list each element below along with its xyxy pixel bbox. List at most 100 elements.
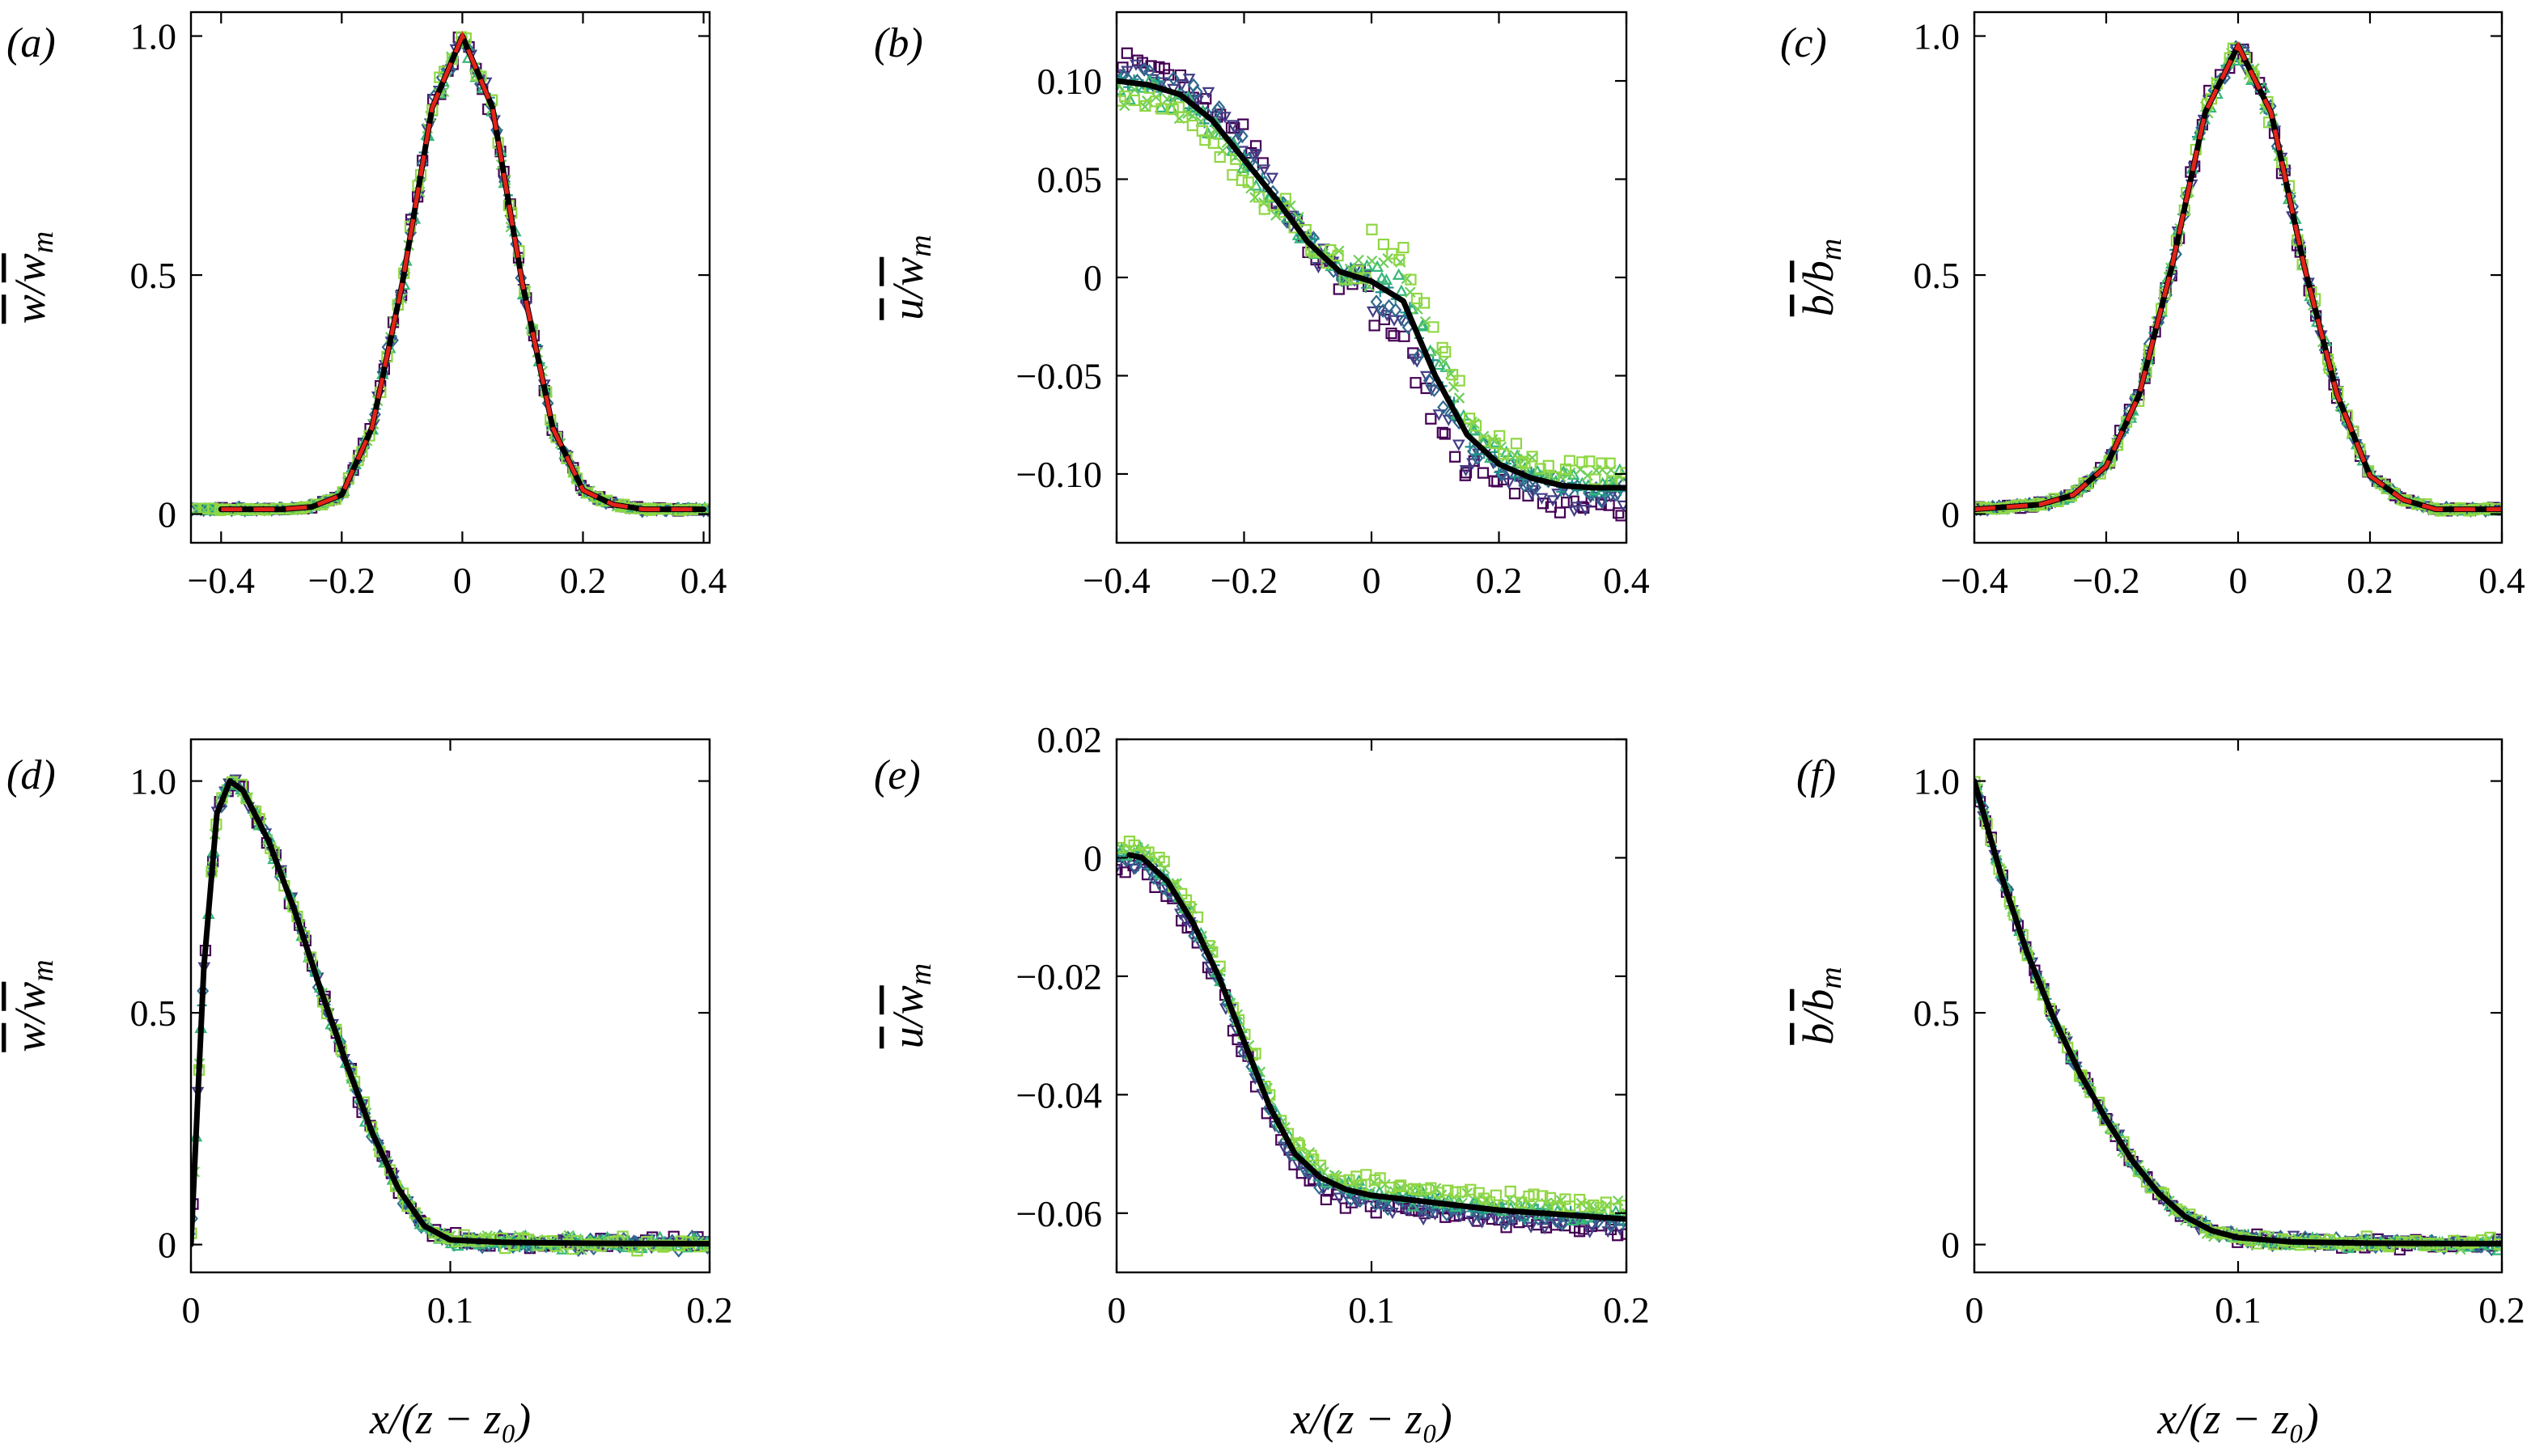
scatter-point-series-7 xyxy=(2305,286,2317,298)
ylabel-denominator: w xyxy=(884,985,932,1014)
scatter-point-series-7 xyxy=(268,846,280,858)
scatter-point-series-7 xyxy=(365,1121,378,1133)
scatter-point-series-5 xyxy=(1380,273,1393,286)
scatter-point-series-7 xyxy=(1528,1188,1540,1200)
scatter-point-series-5 xyxy=(1609,1204,1622,1217)
scatter-point-series-1 xyxy=(1459,469,1471,481)
scatter-point-series-7 xyxy=(1489,437,1501,450)
x-tick-label: −0.2 xyxy=(308,560,375,601)
scatter-point-series-7 xyxy=(304,951,317,963)
scatter-point-series-7 xyxy=(1393,254,1405,266)
scatter-point-series-6 xyxy=(1353,254,1364,266)
scatter-point-series-7 xyxy=(1473,1187,1485,1199)
scatter-point-series-7 xyxy=(1439,345,1452,358)
scatter-point-series-7 xyxy=(1604,457,1616,469)
scatter-point-series-7 xyxy=(1386,248,1398,260)
scatter-point-series-7 xyxy=(513,245,525,257)
scatter-point-series-5 xyxy=(2491,1243,2502,1255)
scatter-point-series-3 xyxy=(1437,400,1449,415)
y-tick-label: 0 xyxy=(1941,494,1960,535)
scatter-point-series-6 xyxy=(1431,346,1442,358)
x-axis-label: x/(z − z₀) xyxy=(2156,1395,2318,1443)
scatter-point-series-7 xyxy=(1293,1139,1305,1151)
scatter-point-series-2 xyxy=(1333,1192,1346,1204)
scatter-point-series-1 xyxy=(1158,62,1171,74)
scatter-point-series-7 xyxy=(1456,1186,1469,1198)
scatter-point-series-7 xyxy=(1490,1189,1502,1201)
scatter-point-series-3 xyxy=(1428,383,1440,398)
scatter-point-series-3 xyxy=(1471,451,1484,466)
scatter-point-series-1 xyxy=(1436,426,1448,438)
scatter-point-series-7 xyxy=(475,70,487,83)
scatter-point-series-7 xyxy=(660,1239,672,1251)
fit-curve xyxy=(1974,778,2502,1246)
scatter-point-series-1 xyxy=(1460,467,1473,479)
scatter-point-series-1 xyxy=(512,252,525,264)
scatter-point-series-7 xyxy=(1523,1190,1535,1203)
scatter-point-series-1 xyxy=(1121,47,1133,59)
x-tick-label: 0.2 xyxy=(2478,1289,2525,1331)
y-tick-label: −0.10 xyxy=(1016,454,1102,495)
scatter-point-series-7 xyxy=(1418,297,1431,309)
ylabel-slash: / xyxy=(1794,1007,1842,1026)
ylabel-subscript: m xyxy=(904,963,938,985)
scatter-point-series-7 xyxy=(1427,321,1439,333)
scatter-point-series-2 xyxy=(1535,493,1549,505)
scatter-point-series-4 xyxy=(1519,1215,1529,1225)
scatter-point-series-7 xyxy=(1117,841,1125,854)
scatter-point-series-3 xyxy=(1156,880,1169,895)
x-tick-label: −0.2 xyxy=(2072,560,2139,601)
scatter-point-series-7 xyxy=(2347,425,2359,438)
scatter-point-series-2 xyxy=(1579,504,1592,517)
scatter-point-series-7 xyxy=(1537,1190,1549,1202)
scatter-point-series-7 xyxy=(541,386,553,398)
scatter-point-series-2 xyxy=(1452,439,1465,451)
scatter-point-series-2 xyxy=(1524,1221,1537,1234)
ylabel-numerator: u xyxy=(884,1026,932,1048)
scatter-point-series-2 xyxy=(1182,74,1196,86)
scatter-layer xyxy=(1974,40,2502,518)
scatter-point-series-7 xyxy=(1394,1179,1407,1191)
scatter-point-series-1 xyxy=(1449,451,1461,463)
y-axis-label: b/bm xyxy=(1794,239,1848,316)
y-axis-label: w/wm xyxy=(6,231,60,324)
x-tick-label: −0.4 xyxy=(1083,560,1150,601)
panel-label: (b) xyxy=(874,20,923,66)
reference-gaussian-curve xyxy=(221,31,704,512)
scatter-point-series-3 xyxy=(1213,99,1226,115)
scatter-point-series-1 xyxy=(319,990,331,1002)
panel-c: −0.4 −0.2 0 0.2 0.400.51.0(c)b/bm xyxy=(1780,11,2525,601)
scatter-point-series-7 xyxy=(1279,193,1291,205)
scatter-point-series-7 xyxy=(253,813,265,825)
panel-label: (c) xyxy=(1780,20,1827,66)
y-axis-label: u/wm xyxy=(884,963,938,1049)
scatter-point-series-6 xyxy=(1129,84,1141,95)
scatter-point-series-6 xyxy=(1412,303,1423,315)
scatter-point-series-7 xyxy=(2463,505,2475,517)
y-tick-label: 0 xyxy=(1083,257,1102,298)
scatter-point-series-7 xyxy=(1332,250,1344,262)
scatter-point-series-1 xyxy=(1620,1228,1626,1240)
ylabel-numerator: b xyxy=(1794,1023,1842,1045)
scatter-point-series-7 xyxy=(1393,1180,1405,1193)
scatter-point-series-7 xyxy=(1494,430,1506,442)
x-tick-label: 0 xyxy=(2229,560,2248,601)
scatter-point-series-2 xyxy=(1489,1213,1503,1226)
scatter-point-series-5 xyxy=(1137,81,1150,93)
scatter-point-series-7 xyxy=(1236,174,1248,186)
fit-curve xyxy=(191,778,710,1248)
scatter-point-series-2 xyxy=(1551,489,1564,501)
scatter-point-series-1 xyxy=(1439,1211,1452,1223)
scatter-point-series-3 xyxy=(1556,1217,1569,1232)
scatter-point-series-7 xyxy=(1377,238,1389,251)
scatter-point-series-7 xyxy=(1352,265,1364,277)
scatter-point-series-2 xyxy=(1249,149,1262,161)
x-tick-label: 0.1 xyxy=(1348,1289,1395,1331)
x-tick-label: 0 xyxy=(182,1289,201,1331)
scatter-point-series-6 xyxy=(1453,392,1465,404)
x-tick-label: −0.4 xyxy=(1940,560,2007,601)
scatter-point-series-7 xyxy=(1559,1193,1571,1205)
ylabel-denominator: w xyxy=(884,257,932,286)
panel-label: (a) xyxy=(6,20,56,66)
x-axis-label: x/(z − z₀) xyxy=(1290,1395,1452,1443)
